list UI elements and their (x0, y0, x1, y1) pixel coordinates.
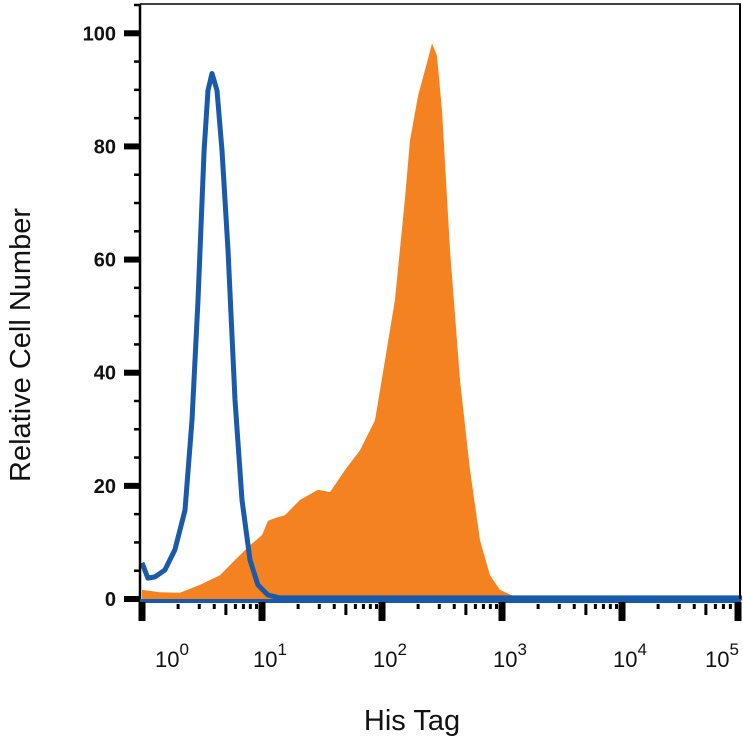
x-tick-label: 101 (253, 640, 287, 672)
series-layer (139, 43, 742, 601)
x-tick-label: 102 (373, 640, 407, 672)
y-tick-label: 40 (94, 363, 116, 385)
axes-layer: 0 20 40 60 80 100 100 101 102 103 104 105 (83, 3, 742, 672)
y-tick-label: 80 (94, 136, 116, 158)
x-tick-label: 104 (613, 640, 647, 672)
filled-histogram-series (142, 43, 742, 599)
x-axis-title: His Tag (364, 705, 460, 737)
y-axis-title: Relative Cell Number (5, 208, 37, 482)
y-tick-label: 0 (105, 589, 116, 611)
line-histogram-series (139, 71, 742, 601)
x-tick-label: 105 (705, 640, 739, 672)
x-tick-label: 103 (493, 640, 527, 672)
y-tick-label: 60 (94, 250, 116, 272)
x-tick-label: 100 (155, 640, 189, 672)
y-tick-label: 100 (83, 23, 116, 45)
y-tick-label: 20 (94, 476, 116, 498)
